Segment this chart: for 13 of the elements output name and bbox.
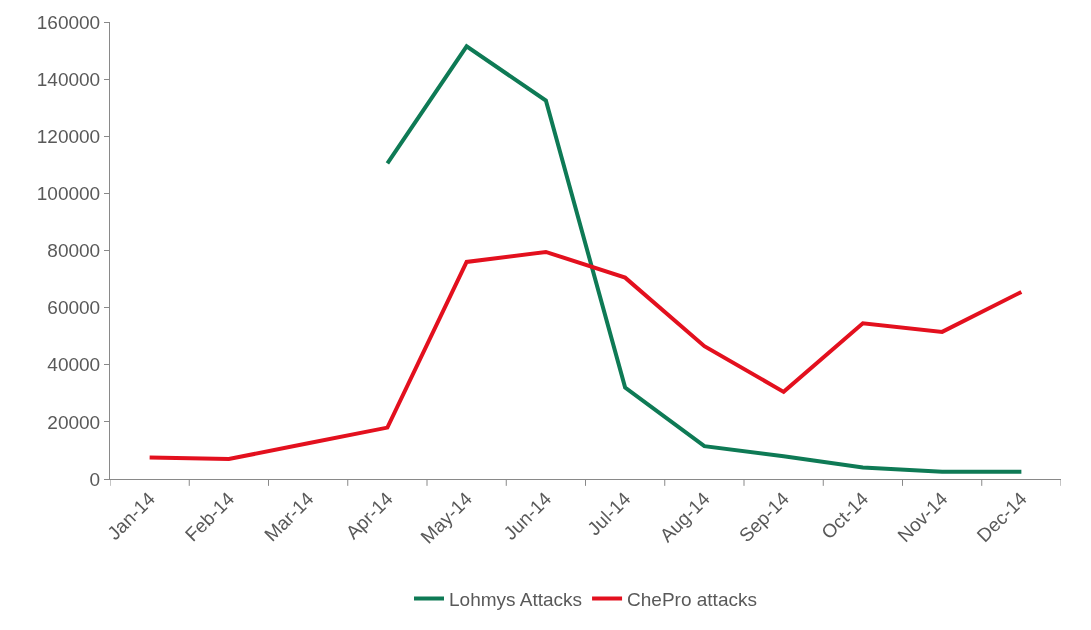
y-tick-label: 140000 bbox=[36, 68, 101, 90]
y-tick-label: 160000 bbox=[36, 11, 101, 33]
y-tick-label: 80000 bbox=[47, 240, 101, 262]
y-tick-label: 0 bbox=[89, 468, 101, 490]
line-series bbox=[147, 249, 1024, 462]
y-tick-label: 100000 bbox=[36, 183, 101, 205]
y-tick-label: 20000 bbox=[47, 411, 101, 433]
legend-label: ChePro attacks bbox=[627, 588, 757, 610]
legend-label: Lohmys Attacks bbox=[449, 588, 583, 610]
y-tick-label: 40000 bbox=[47, 354, 101, 376]
line-series bbox=[385, 44, 1024, 474]
y-tick-label: 120000 bbox=[36, 125, 101, 147]
y-tick-label: 60000 bbox=[47, 297, 101, 319]
